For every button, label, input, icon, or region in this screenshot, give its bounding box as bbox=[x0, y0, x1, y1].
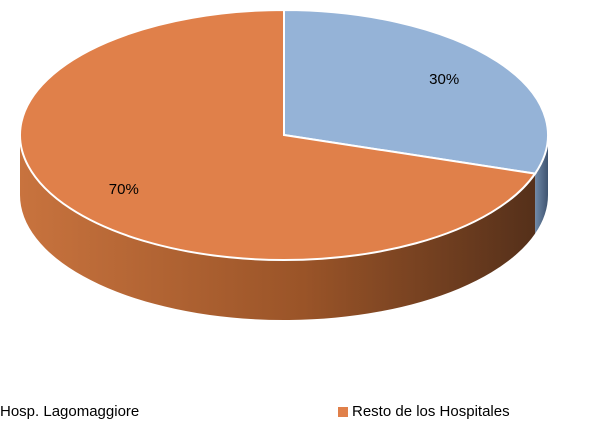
data-label: 70% bbox=[109, 181, 139, 198]
legend-label: Hosp. Lagomaggiore bbox=[0, 403, 139, 420]
pie-side bbox=[535, 135, 548, 234]
legend-swatch bbox=[338, 407, 348, 417]
pie-slice bbox=[19, 8, 537, 261]
pie-slice bbox=[283, 8, 549, 175]
data-label: 30% bbox=[429, 71, 459, 88]
pie-side bbox=[20, 135, 536, 321]
legend-label: Resto de los Hospitales bbox=[352, 403, 510, 420]
